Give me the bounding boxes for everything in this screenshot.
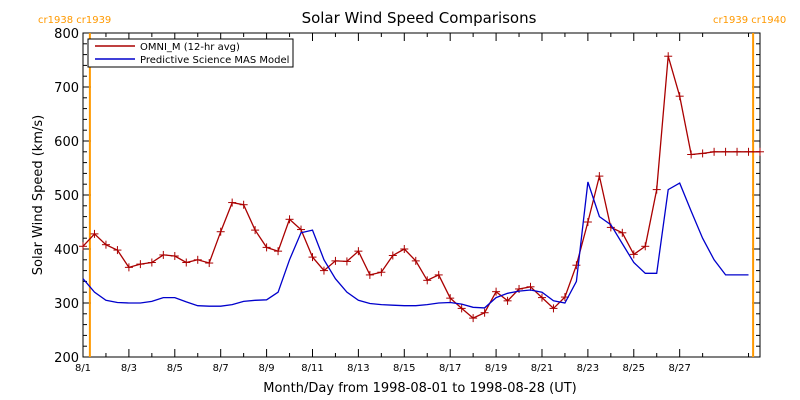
data-point [549, 304, 558, 313]
x-tick-label: 8/5 [167, 363, 183, 374]
y-tick-label: 500 [54, 189, 79, 204]
data-point [228, 198, 237, 207]
data-point [469, 314, 478, 323]
x-tick-label: 8/21 [531, 363, 553, 374]
data-point [423, 276, 432, 285]
data-point [251, 226, 260, 235]
data-point [159, 250, 168, 259]
y-tick-label: 200 [54, 351, 79, 366]
data-point [365, 270, 374, 279]
legend: OMNI_M (12-hr avg) Predictive Science MA… [87, 38, 294, 68]
data-point [446, 294, 455, 303]
x-tick-label: 8/25 [623, 363, 645, 374]
data-point [354, 247, 363, 256]
data-point [319, 266, 328, 275]
data-point [457, 304, 466, 313]
data-point [652, 185, 661, 194]
data-point [537, 293, 546, 302]
y-tick-label: 600 [54, 135, 79, 150]
series-lines [79, 52, 764, 323]
data-point [90, 229, 99, 238]
x-tick-label: 8/9 [259, 363, 275, 374]
data-point [400, 245, 409, 253]
x-tick-label: 8/27 [668, 363, 690, 374]
x-tick-label: 8/17 [439, 363, 461, 374]
x-tick-label: 8/15 [393, 363, 415, 374]
x-tick-label: 8/7 [213, 363, 229, 374]
data-point [675, 92, 684, 101]
carrington-marker-label: cr1939 cr1940 [713, 15, 786, 26]
data-point [79, 242, 87, 251]
data-point [710, 147, 719, 156]
y-tick-label: 400 [54, 243, 79, 258]
data-point [733, 147, 742, 156]
axis-ticks: 200 300 400 500 600 700 800 8/1 8/3 8/5 8/7 8/9 8/11… [54, 27, 760, 374]
data-point [124, 263, 133, 272]
legend-box [87, 38, 294, 68]
data-point [480, 308, 489, 317]
data-point [285, 215, 294, 224]
chart-title: Solar Wind Speed Comparisons [302, 9, 537, 27]
data-point [744, 147, 753, 156]
data-point [434, 270, 443, 279]
data-point [239, 200, 248, 209]
data-point [756, 147, 764, 156]
data-point [113, 246, 122, 255]
data-point [377, 268, 386, 277]
data-point [193, 255, 202, 264]
data-point [687, 150, 696, 159]
series-mas-line [82, 181, 749, 309]
x-tick-label: 8/19 [485, 363, 507, 374]
carrington-marker-label: cr1938 cr1939 [38, 15, 111, 26]
legend-label-mas: Predictive Science MAS Model [140, 55, 289, 66]
data-point [411, 256, 420, 265]
data-point [641, 242, 650, 251]
x-tick-label: 8/3 [121, 363, 137, 374]
data-point [618, 228, 627, 237]
data-point [170, 252, 179, 261]
data-point [492, 287, 501, 296]
y-axis-label: Solar Wind Speed (km/s) [31, 115, 46, 275]
data-point [216, 227, 225, 236]
data-point [205, 259, 214, 268]
y-tick-label: 300 [54, 297, 79, 312]
data-point [503, 296, 512, 305]
data-point [342, 257, 351, 266]
data-point [721, 147, 730, 156]
data-point [698, 149, 707, 158]
data-point [308, 253, 317, 262]
data-point [629, 250, 638, 259]
carrington-markers: cr1938 cr1939 cr1939 cr1940 [38, 15, 786, 357]
data-point [331, 256, 340, 265]
data-point [182, 258, 191, 267]
y-tick-label: 700 [54, 81, 79, 96]
data-point [572, 261, 581, 270]
y-tick-label: 800 [54, 27, 79, 42]
x-tick-label: 8/23 [577, 363, 599, 374]
data-point [262, 243, 271, 252]
legend-label-omni: OMNI_M (12-hr avg) [140, 42, 240, 53]
data-point [583, 218, 592, 226]
x-tick-label: 8/13 [347, 363, 369, 374]
data-point [274, 247, 283, 256]
data-point [136, 260, 145, 269]
x-axis-label: Month/Day from 1998-08-01 to 1998-08-28 … [263, 381, 576, 396]
data-point [664, 52, 673, 61]
data-point [595, 172, 604, 181]
x-tick-label: 8/11 [301, 363, 323, 374]
x-tick-label: 8/1 [75, 363, 91, 374]
data-point [147, 258, 156, 267]
data-point [388, 251, 397, 260]
data-point [101, 240, 110, 249]
